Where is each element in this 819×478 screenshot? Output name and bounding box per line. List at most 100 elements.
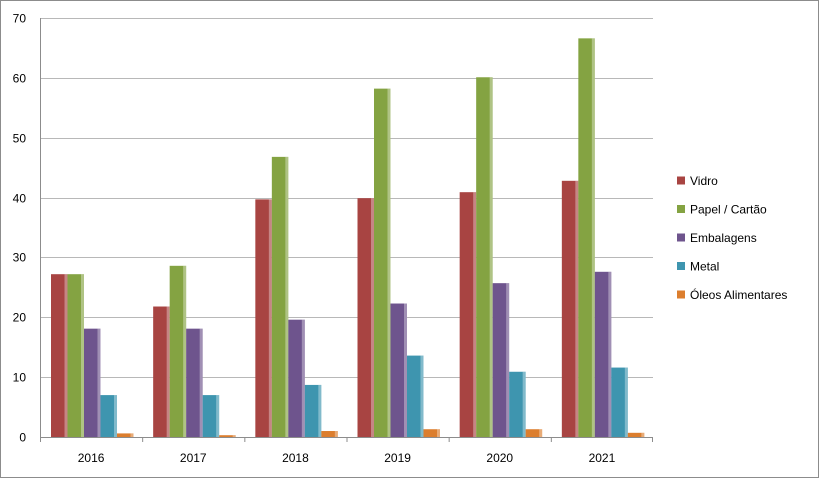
bar-fill	[271, 156, 289, 437]
bar-fill	[374, 88, 391, 437]
bar	[202, 395, 220, 437]
bar-highlight	[199, 328, 203, 437]
bar-highlight	[539, 429, 543, 437]
bar	[578, 38, 595, 437]
bar-fill	[202, 395, 220, 437]
bar	[321, 431, 338, 437]
bar	[117, 433, 134, 437]
bars	[51, 38, 645, 437]
bar	[169, 265, 187, 437]
x-tick-label: 2016	[78, 451, 105, 465]
bar	[594, 271, 612, 437]
bar-fill	[390, 303, 407, 437]
bar-highlight	[522, 371, 526, 437]
bar-fill	[594, 271, 612, 437]
bar	[561, 180, 579, 437]
bar-highlight	[130, 433, 134, 437]
y-axis-ticks: 0 10 20 30 40 50 60 70	[13, 12, 27, 445]
bar	[407, 355, 424, 437]
x-tick-label: 2018	[282, 451, 309, 465]
legend-label: Vidro	[690, 174, 718, 188]
bar-highlight	[608, 271, 612, 437]
gridlines	[40, 18, 653, 378]
bar	[304, 384, 322, 437]
legend-label: Óleos Alimentares	[690, 287, 787, 302]
y-tick-label: 30	[13, 251, 27, 265]
bar	[100, 395, 117, 437]
bar-fill	[561, 180, 579, 437]
bar-fill	[357, 198, 374, 437]
legend: Vidro Papel / Cartão Embalagens Metal Óleos …	[677, 174, 787, 302]
bar-fill	[525, 429, 543, 437]
y-tick-label: 0	[19, 431, 26, 445]
bar-fill	[578, 38, 595, 437]
bar	[357, 198, 374, 437]
bar	[525, 429, 543, 437]
bar	[219, 435, 236, 437]
bar-highlight	[371, 198, 374, 437]
bar-highlight	[81, 274, 84, 437]
x-tick-label: 2019	[384, 451, 411, 465]
bar-fill	[117, 433, 134, 437]
bar-highlight	[166, 306, 170, 437]
bar-fill	[153, 306, 170, 437]
bar-highlight	[232, 435, 236, 437]
y-tick-label: 10	[13, 371, 27, 385]
legend-swatch	[677, 176, 685, 185]
bar-highlight	[318, 384, 322, 437]
bar-fill	[627, 432, 645, 437]
bar	[271, 156, 289, 437]
bar-fill	[100, 395, 117, 437]
bar-fill	[492, 283, 510, 437]
bar-highlight	[64, 274, 68, 437]
bar-highlight	[489, 77, 493, 437]
bar	[492, 283, 510, 437]
legend-swatch	[677, 205, 685, 213]
bar-highlight	[641, 432, 645, 437]
bar	[153, 306, 170, 437]
bar-highlight	[334, 431, 338, 437]
bar-fill	[288, 319, 305, 437]
bar-fill	[51, 274, 68, 437]
legend-label: Metal	[690, 260, 719, 274]
bar	[423, 429, 440, 437]
x-tick-label: 2020	[486, 451, 513, 465]
bar-fill	[67, 274, 84, 437]
bar-highlight	[216, 395, 220, 437]
legend-swatch	[677, 233, 685, 242]
bar-highlight	[97, 328, 101, 437]
legend-item: Metal	[677, 260, 719, 274]
bar-fill	[611, 367, 628, 437]
bar-fill	[509, 371, 526, 437]
bar-fill	[169, 265, 187, 437]
x-axis-ticks: 2016 2017 2018 2019 2020 2021	[78, 451, 616, 465]
legend-item: Vidro	[677, 174, 718, 188]
bar	[51, 274, 68, 437]
bar	[509, 371, 526, 437]
bar	[67, 274, 84, 437]
legend-swatch	[677, 290, 685, 299]
bar-fill	[255, 199, 272, 437]
bar-highlight	[591, 38, 595, 437]
bar	[611, 367, 628, 437]
bar-fill	[407, 355, 424, 437]
bar-highlight	[420, 355, 424, 437]
bar-highlight	[183, 265, 187, 437]
bar	[476, 77, 493, 437]
bar-fill	[219, 435, 236, 437]
bar	[288, 319, 305, 437]
y-tick-label: 60	[13, 72, 27, 86]
bar	[390, 303, 407, 437]
bar-fill	[423, 429, 440, 437]
y-tick-label: 70	[13, 12, 27, 26]
legend-label: Papel / Cartão	[690, 203, 767, 217]
axes	[40, 18, 653, 442]
bar-highlight	[285, 156, 289, 437]
bar-highlight	[387, 88, 391, 437]
legend-swatch	[677, 262, 685, 270]
bar	[374, 88, 391, 437]
bar	[255, 199, 272, 437]
bar-highlight	[301, 319, 305, 437]
bar-fill	[321, 431, 338, 437]
